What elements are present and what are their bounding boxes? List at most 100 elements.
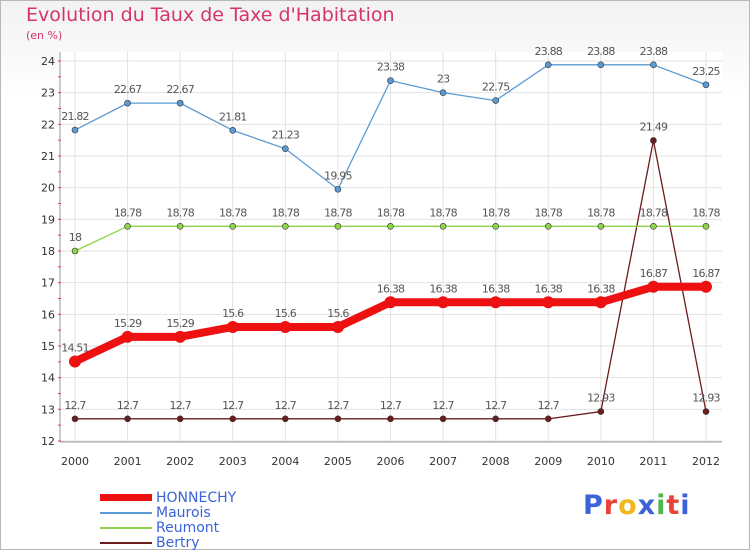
data-label-honnechy: 16.38 — [535, 282, 563, 295]
data-label-bertry: 21.49 — [640, 120, 668, 133]
data-label-honnechy: 15.6 — [222, 307, 244, 320]
data-point-maurois — [702, 81, 710, 89]
data-point-bertry — [282, 415, 289, 423]
data-label-reumont: 18.78 — [482, 206, 510, 219]
data-label-bertry: 12.7 — [64, 399, 86, 412]
data-label-reumont: 18.78 — [535, 206, 563, 219]
data-point-bertry — [492, 415, 499, 423]
data-label-honnechy: 15.29 — [166, 317, 194, 330]
data-point-honnechy — [384, 296, 397, 309]
legend-item-maurois: Maurois — [100, 505, 211, 520]
data-point-honnechy — [121, 330, 134, 343]
data-label-bertry: 12.7 — [432, 399, 454, 412]
data-point-maurois — [71, 126, 79, 134]
legend-label: Maurois — [156, 504, 211, 521]
data-point-reumont — [492, 223, 499, 230]
data-label-maurois: 23.88 — [640, 45, 668, 58]
data-point-maurois — [176, 99, 184, 107]
data-point-bertry — [650, 137, 657, 144]
data-label-honnechy: 15.6 — [275, 307, 297, 320]
y-tick-label: 14 — [41, 372, 55, 385]
y-tick-label: 12 — [41, 435, 55, 448]
x-tick-label: 2002 — [166, 455, 194, 468]
data-point-reumont — [229, 223, 237, 230]
legend-swatch — [100, 494, 152, 501]
x-tick-label: 2005 — [324, 455, 352, 468]
data-point-maurois — [334, 185, 342, 193]
data-point-honnechy — [69, 355, 81, 368]
data-label-bertry: 12.93 — [692, 392, 720, 405]
y-tick-label: 21 — [41, 150, 55, 163]
x-tick-label: 2009 — [534, 455, 562, 468]
data-point-bertry — [387, 415, 394, 423]
data-point-honnechy — [700, 280, 712, 293]
data-point-maurois — [597, 61, 605, 69]
data-label-maurois: 19.95 — [324, 169, 352, 182]
legend-item-honnechy: HONNECHY — [100, 490, 236, 505]
y-tick-label: 13 — [41, 403, 55, 416]
logo-letter: x — [637, 490, 657, 521]
data-point-bertry — [71, 415, 79, 423]
data-label-reumont: 18.78 — [587, 206, 615, 219]
data-point-maurois — [229, 127, 237, 134]
data-point-reumont — [650, 223, 657, 230]
y-tick-label: 24 — [41, 55, 55, 68]
data-point-honnechy — [226, 321, 239, 333]
data-label-reumont: 18.78 — [219, 206, 247, 219]
data-point-honnechy — [437, 296, 450, 309]
legend-label: HONNECHY — [156, 489, 237, 506]
data-label-bertry: 12.7 — [538, 399, 560, 412]
data-label-bertry: 12.7 — [170, 399, 192, 412]
data-label-maurois: 23.38 — [377, 61, 405, 74]
data-point-bertry — [544, 415, 552, 423]
legend-swatch — [100, 511, 152, 514]
y-tick-label: 16 — [41, 308, 55, 321]
data-label-reumont: 18.78 — [377, 206, 405, 219]
data-point-reumont — [702, 223, 710, 230]
data-label-honnechy: 16.38 — [482, 282, 510, 295]
data-point-reumont — [282, 223, 289, 230]
data-point-maurois — [124, 99, 131, 107]
data-label-reumont: 18.78 — [114, 206, 142, 219]
x-tick-label: 2003 — [219, 455, 247, 468]
data-label-reumont: 18.78 — [429, 206, 457, 219]
data-label-bertry: 12.7 — [275, 399, 297, 412]
data-point-bertry — [229, 415, 237, 423]
data-label-maurois: 21.23 — [272, 129, 300, 142]
data-point-reumont — [597, 223, 605, 230]
data-label-bertry: 12.93 — [587, 392, 615, 405]
data-label-honnechy: 16.87 — [692, 267, 720, 280]
x-tick-label: 2001 — [114, 455, 142, 468]
data-label-honnechy: 15.29 — [114, 317, 142, 330]
data-point-maurois — [282, 145, 289, 153]
data-label-bertry: 12.7 — [222, 399, 244, 412]
data-label-reumont: 18.78 — [324, 206, 352, 219]
legend-label: Reumont — [156, 519, 220, 536]
data-point-reumont — [71, 247, 79, 255]
legend-item-bertry: Bertry — [100, 535, 200, 550]
x-tick-label: 2010 — [587, 455, 615, 468]
data-point-honnechy — [647, 280, 660, 293]
y-tick-label: 15 — [41, 340, 55, 353]
data-point-honnechy — [279, 321, 292, 333]
x-tick-label: 2012 — [692, 455, 720, 468]
data-label-maurois: 23.88 — [587, 45, 615, 58]
logo-letter: i — [680, 490, 691, 521]
logo-letter: r — [603, 490, 619, 521]
data-point-bertry — [334, 415, 342, 423]
data-label-reumont: 18.78 — [272, 206, 300, 219]
data-point-reumont — [439, 223, 447, 230]
data-point-bertry — [124, 415, 131, 423]
y-tick-label: 17 — [41, 277, 55, 290]
data-label-honnechy: 16.38 — [429, 282, 457, 295]
data-point-honnechy — [594, 296, 607, 309]
data-label-maurois: 23.88 — [535, 45, 563, 58]
data-label-bertry: 12.7 — [117, 399, 139, 412]
data-point-maurois — [492, 97, 499, 104]
y-tick-label: 19 — [41, 213, 55, 226]
data-label-honnechy: 16.87 — [640, 267, 668, 280]
logo-letter: i — [656, 490, 667, 521]
x-tick-label: 2011 — [639, 455, 667, 468]
data-point-maurois — [544, 61, 552, 69]
data-label-reumont: 18 — [69, 231, 82, 244]
